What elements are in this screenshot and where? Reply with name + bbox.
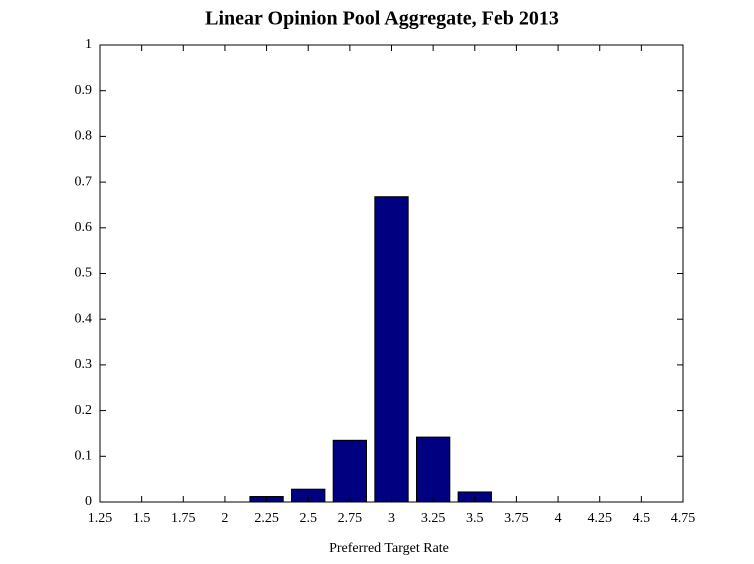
- y-tick-label: 0.6: [75, 220, 93, 235]
- bar: [415, 436, 451, 503]
- x-tick-label: 1.25: [88, 511, 113, 526]
- bar: [374, 196, 409, 503]
- y-tick-label: 0.4: [75, 311, 93, 326]
- y-tick-label: 0.1: [75, 449, 93, 464]
- x-tick-label: 4.5: [633, 511, 651, 526]
- x-tick-label: 1.75: [171, 511, 196, 526]
- y-tick-label: 0.8: [75, 129, 93, 144]
- x-tick-label: 2.25: [254, 511, 279, 526]
- y-tick-label: 1: [85, 37, 92, 52]
- x-tick-label: 4.75: [671, 511, 696, 526]
- x-tick-label: 1.5: [133, 511, 151, 526]
- x-tick-label: 2.75: [338, 511, 363, 526]
- x-tick-label: 4.25: [587, 511, 612, 526]
- x-tick-label: 3.25: [421, 511, 446, 526]
- x-tick-label: 2.5: [299, 511, 317, 526]
- x-tick-label: 2: [221, 511, 228, 526]
- x-axis-label: Preferred Target Rate: [329, 541, 449, 556]
- y-tick-label: 0.9: [75, 83, 93, 98]
- x-tick-label: 3.75: [504, 511, 529, 526]
- y-tick-label: 0.5: [75, 266, 93, 281]
- y-tick-label: 0.3: [75, 357, 93, 372]
- y-tick-label: 0.2: [75, 403, 93, 418]
- chart-title: Linear Opinion Pool Aggregate, Feb 2013: [205, 8, 559, 30]
- x-tick-label: 4: [555, 511, 562, 526]
- bar: [332, 439, 368, 503]
- y-tick-label: 0.7: [75, 174, 93, 189]
- y-tick-label: 0: [85, 494, 92, 509]
- x-tick-label: 3.5: [466, 511, 484, 526]
- x-tick-label: 3: [388, 511, 395, 526]
